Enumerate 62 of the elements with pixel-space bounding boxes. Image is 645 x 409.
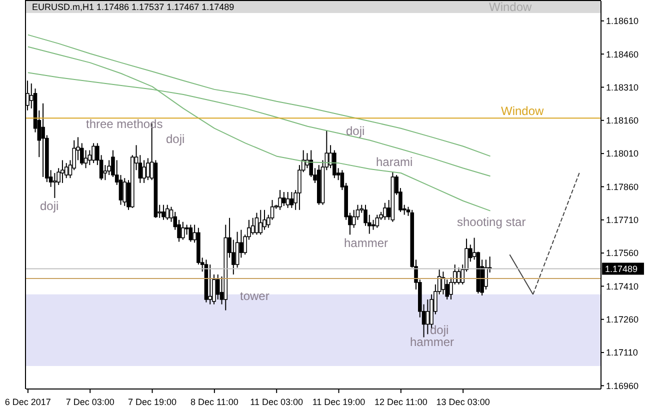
- candlestick: [426, 298, 430, 335]
- candlestick: [352, 209, 356, 228]
- annotation: hammer: [344, 236, 388, 250]
- candlestick: [64, 162, 68, 179]
- candlestick: [92, 142, 96, 164]
- annotation: hammer: [410, 335, 454, 349]
- candlestick: [165, 204, 170, 220]
- candlestick: [278, 190, 282, 210]
- candlestick: [286, 192, 290, 208]
- y-tick-label: 1.18310: [606, 82, 639, 92]
- y-tick-label: 1.18010: [606, 148, 639, 159]
- x-tick-label: 7 Dec 19:00: [128, 397, 177, 407]
- candlestick: [188, 224, 193, 242]
- y-tick-label: 1.18610: [606, 16, 639, 26]
- x-tick-label: 13 Dec 03:00: [436, 397, 490, 407]
- y-tick-label: 1.17110: [606, 348, 638, 358]
- candlestick: [258, 209, 263, 236]
- candlestick: [52, 172, 57, 198]
- candlestick: [375, 214, 380, 228]
- line-series: [27, 34, 491, 157]
- annotation: harami: [376, 155, 413, 169]
- annotation: doji: [166, 132, 185, 146]
- annotation: doji: [346, 124, 365, 138]
- chart-title: EURUSD.m,H1 1.17486 1.17537 1.17467 1.17489: [32, 2, 234, 12]
- candlestick: [88, 150, 92, 166]
- candlestick: [262, 209, 266, 230]
- x-tick-label: 7 Dec 03:00: [66, 397, 114, 407]
- annotation: tower: [240, 289, 270, 303]
- candlestick: [84, 150, 88, 169]
- candlestick: [290, 192, 294, 208]
- x-tick-label: 11 Dec 19:00: [312, 397, 366, 407]
- y-tick-label: 1.17410: [606, 281, 639, 292]
- y-tick-label: 1.17560: [606, 248, 639, 258]
- candlestick: [254, 212, 259, 236]
- candlestick: [142, 160, 146, 184]
- annotation: doji: [430, 323, 449, 337]
- x-tick-label: 11 Dec 03:00: [250, 397, 304, 407]
- candlestick: [383, 202, 387, 220]
- candlestick: [162, 204, 166, 220]
- x-tick-label: 12 Dec 11:00: [374, 397, 428, 407]
- candlestick: [181, 221, 185, 240]
- y-tick-label: 1.18460: [606, 49, 639, 60]
- x-tick-label: 8 Dec 11:00: [190, 397, 238, 407]
- candlestick: [282, 192, 286, 206]
- candlestick: [208, 264, 212, 305]
- candlestick: [484, 259, 488, 290]
- y-tick-label: 1.17260: [606, 314, 639, 325]
- x-tick-label: 6 Dec 2017: [4, 397, 51, 407]
- annotation: doji: [40, 199, 59, 213]
- line-series: [27, 46, 491, 212]
- candlestick: [60, 160, 64, 184]
- annotation: three methods: [86, 117, 163, 131]
- y-tick-label: 1.17860: [606, 182, 639, 192]
- candlestick: [146, 158, 150, 181]
- y-tick-label: 1.16960: [606, 380, 639, 391]
- candlestick: [122, 178, 127, 206]
- y-tick-label: 1.17710: [606, 215, 639, 226]
- candlestick: [26, 80, 30, 111]
- ref-line-label: Window: [501, 104, 544, 118]
- annotation: shooting star: [457, 215, 526, 229]
- ref-line-label: 1.17489: [605, 264, 638, 274]
- y-tick-label: 1.18160: [606, 116, 639, 126]
